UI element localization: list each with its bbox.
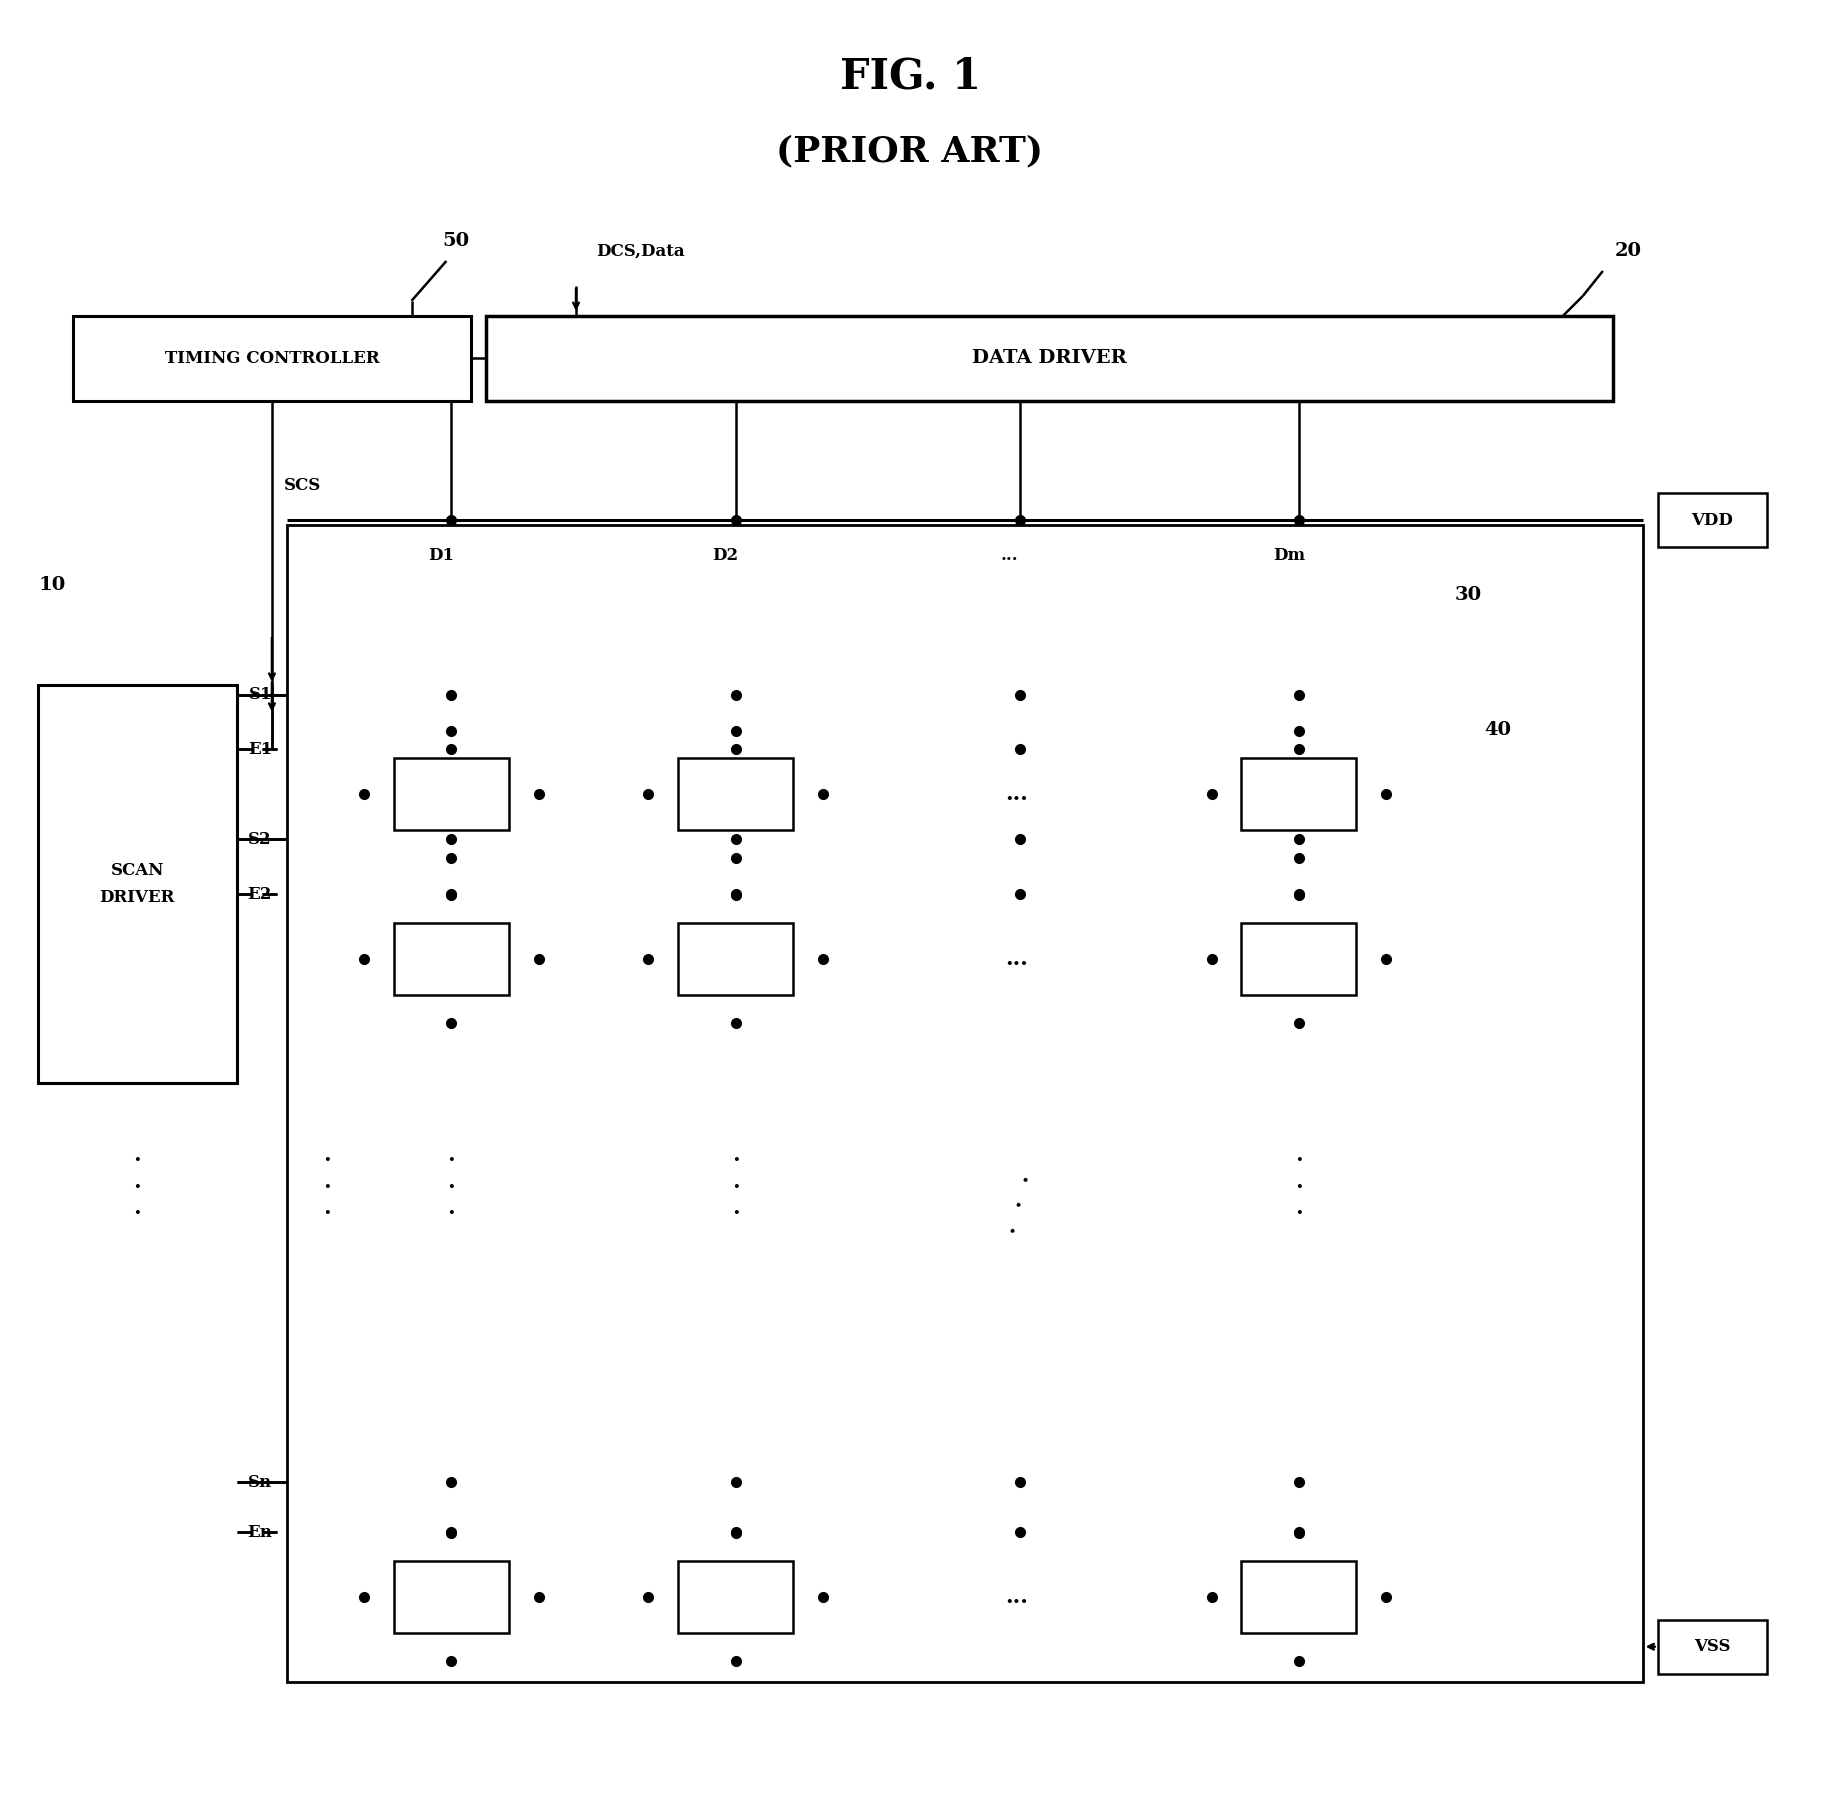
FancyBboxPatch shape [286,525,1643,1681]
Text: 30: 30 [1454,586,1481,604]
Text: 50: 50 [443,233,470,251]
Text: S2: S2 [248,830,271,848]
Text: TIMING CONTROLLER: TIMING CONTROLLER [164,350,379,366]
Text: ·
·
·: · · · [1002,1167,1033,1250]
Text: En: En [248,1524,271,1541]
Text: DATA DRIVER: DATA DRIVER [973,350,1128,368]
Text: E2: E2 [248,886,271,902]
FancyBboxPatch shape [1241,924,1356,994]
FancyBboxPatch shape [486,316,1612,400]
FancyBboxPatch shape [1658,492,1767,547]
FancyBboxPatch shape [394,924,508,994]
Text: FIG. 1: FIG. 1 [840,56,980,97]
Text: ...: ... [1006,1586,1029,1607]
FancyBboxPatch shape [394,758,508,830]
FancyBboxPatch shape [678,1560,793,1633]
Text: D1: D1 [428,547,454,563]
FancyBboxPatch shape [73,316,472,400]
Text: ·
·
·: · · · [1294,1146,1305,1230]
FancyBboxPatch shape [678,924,793,994]
Text: ·
·
·: · · · [446,1146,456,1230]
FancyBboxPatch shape [38,686,237,1084]
Text: ·
·
·: · · · [322,1146,332,1230]
Text: DCS,Data: DCS,Data [596,242,685,260]
Text: VSS: VSS [1694,1638,1731,1656]
Text: Sn: Sn [248,1474,271,1490]
Text: D2: D2 [712,547,738,563]
Text: ...: ... [1006,947,1029,971]
Text: 10: 10 [38,575,66,594]
Text: (PRIOR ART): (PRIOR ART) [776,133,1044,168]
Text: 20: 20 [1614,242,1642,260]
Text: S1: S1 [248,686,271,704]
FancyBboxPatch shape [1241,1560,1356,1633]
Text: VDD: VDD [1691,512,1733,529]
Text: SCS: SCS [284,476,321,494]
Text: ·
·
·: · · · [133,1146,142,1230]
FancyBboxPatch shape [678,758,793,830]
FancyBboxPatch shape [1241,758,1356,830]
Text: ...: ... [1006,783,1029,805]
Text: 40: 40 [1485,720,1512,738]
Text: ...: ... [1000,547,1018,563]
Text: E1: E1 [248,741,271,758]
Text: Dm: Dm [1274,547,1305,563]
Text: SCAN
DRIVER: SCAN DRIVER [100,862,175,906]
FancyBboxPatch shape [1658,1620,1767,1674]
FancyBboxPatch shape [394,1560,508,1633]
Text: ·
·
·: · · · [731,1146,740,1230]
